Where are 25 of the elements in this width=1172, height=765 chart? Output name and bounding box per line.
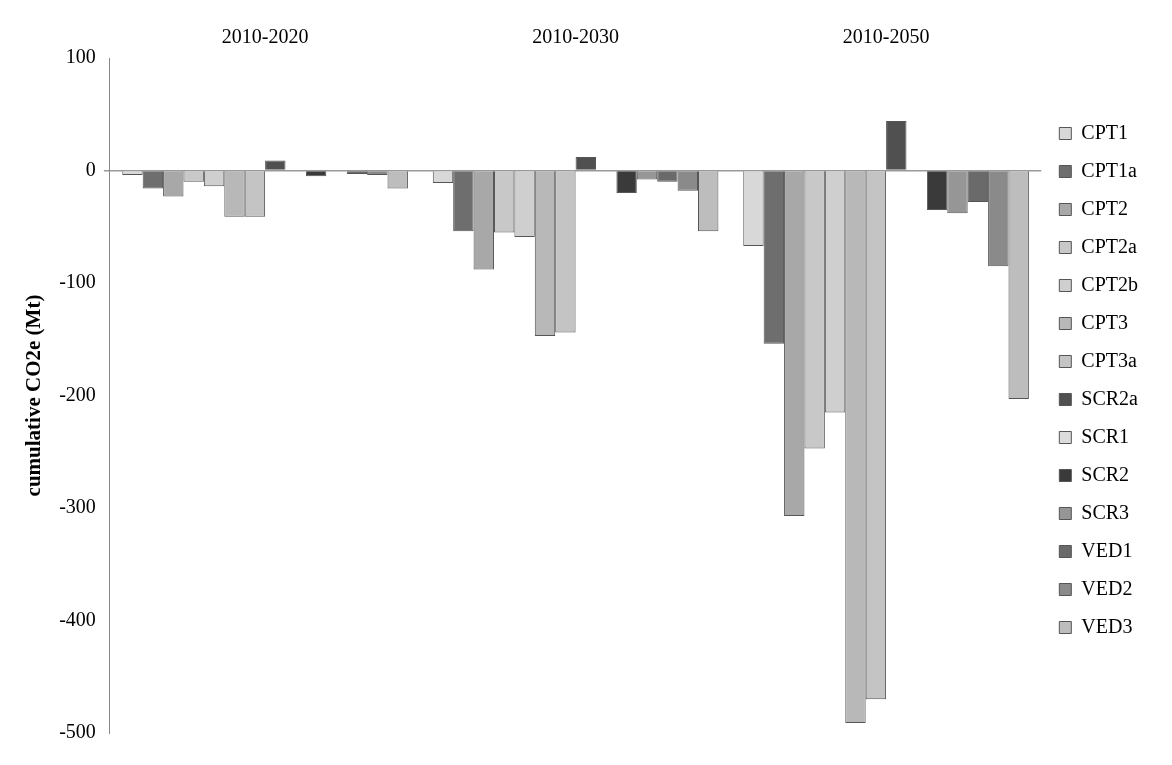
y-tick-label: 0 <box>85 157 96 180</box>
x-tick-label: 2010-2020 <box>221 25 309 48</box>
y-tick-label: 100 <box>65 45 96 68</box>
y-tick-label: -500 <box>59 720 96 743</box>
legend-label: CPT1 <box>1081 120 1129 143</box>
y-tick-label: -100 <box>59 270 96 293</box>
y-tick-label: -200 <box>59 382 96 405</box>
y-axis-title: cumulative CO2e (Mt) <box>21 294 46 497</box>
legend-label: CPT2 <box>1081 196 1129 219</box>
legend-label: VED3 <box>1081 614 1133 637</box>
x-tick-label: 2010-2050 <box>842 25 930 48</box>
legend-label: CPT1a <box>1081 158 1137 181</box>
legend-label: CPT2b <box>1081 272 1139 295</box>
y-tick-label: -300 <box>59 495 96 518</box>
legend-label: SCR3 <box>1081 500 1130 523</box>
x-tick-label: 2010-2030 <box>532 25 619 48</box>
legend-label: SCR1 <box>1081 424 1130 447</box>
legend-label: CPT3a <box>1081 348 1137 371</box>
legend-label: SCR2 <box>1081 462 1130 485</box>
legend-label: SCR2a <box>1081 386 1139 409</box>
y-tick-label: -400 <box>59 607 96 630</box>
legend-label: CPT2a <box>1081 234 1137 257</box>
legend-label: CPT3 <box>1081 310 1129 333</box>
legend-label: VED1 <box>1081 538 1133 561</box>
legend-label: VED2 <box>1081 576 1133 599</box>
